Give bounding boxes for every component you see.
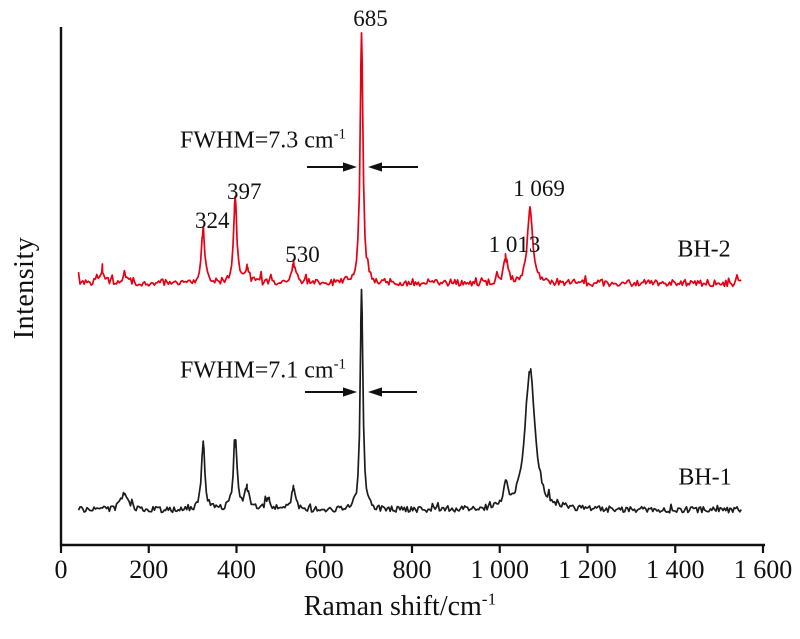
x-axis-title-text: Raman shift/cm: [303, 591, 482, 622]
x-tick-label: 400: [217, 555, 256, 584]
x-tick-label: 1 000: [471, 555, 530, 584]
x-tick-label: 1 200: [558, 555, 617, 584]
fwhm-arrow-right-head: [368, 162, 382, 172]
peak-label: 324: [195, 208, 230, 233]
x-axis-title: Raman shift/cm-1: [303, 589, 497, 623]
peak-label: 685: [353, 6, 388, 31]
fwhm-bh1-sup: -1: [333, 356, 346, 373]
axis-spines: [59, 27, 765, 547]
fwhm-bh2-text: FWHM=7.3 cm: [180, 127, 334, 154]
series-line-bh-1: [77, 288, 742, 514]
peak-label: 1 069: [513, 176, 565, 201]
x-tick-label: 800: [393, 555, 432, 584]
peak-label: 1 013: [489, 232, 541, 257]
y-axis-title: Intensity: [9, 236, 40, 340]
fwhm-arrow-left-head: [343, 162, 357, 172]
peak-label: 530: [285, 242, 320, 267]
fwhm-bh2-sup: -1: [333, 126, 346, 143]
fwhm-annotation-bh2: FWHM=7.3 cm-1: [180, 126, 346, 155]
x-tick-label: 0: [55, 555, 68, 584]
x-tick-label: 200: [129, 555, 168, 584]
peak-label: 397: [227, 179, 262, 204]
fwhm-arrow-right-head: [368, 387, 382, 397]
series-line-bh-2: [77, 32, 742, 288]
fwhm-bh1-text: FWHM=7.1 cm: [180, 357, 334, 384]
x-tick-label: 600: [305, 555, 344, 584]
series-label-bh2: BH-2: [677, 236, 731, 263]
x-tick-label: 1 600: [734, 555, 793, 584]
x-tick-label: 1 400: [646, 555, 705, 584]
fwhm-arrow-left-head: [343, 387, 357, 397]
x-axis-title-sup: -1: [481, 589, 497, 609]
series-label-bh1: BH-1: [678, 464, 732, 491]
fwhm-annotation-bh1: FWHM=7.1 cm-1: [180, 356, 346, 385]
